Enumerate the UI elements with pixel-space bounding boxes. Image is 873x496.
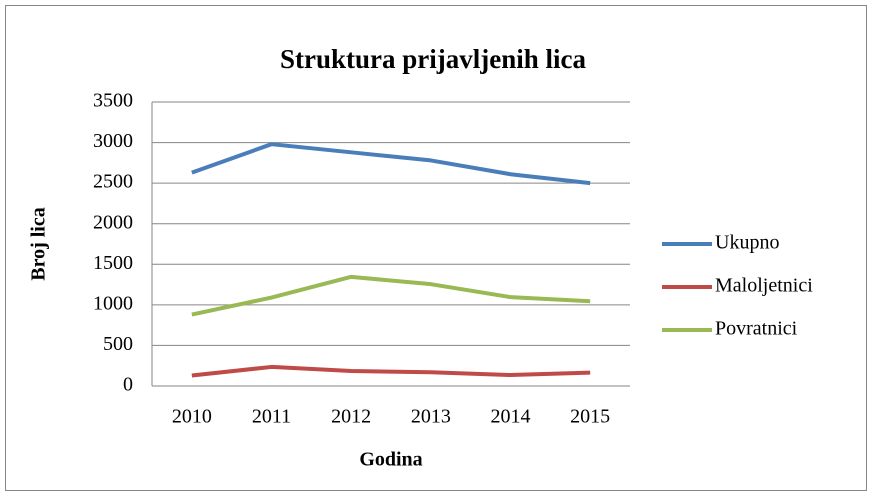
legend-label: Ukupno (715, 232, 779, 254)
x-tick-label: 2013 (411, 406, 451, 428)
y-axis-label: Broj lica (28, 207, 50, 281)
y-tick-label: 2500 (93, 171, 133, 193)
x-tick-label: 2015 (570, 406, 610, 428)
chart-border (5, 5, 867, 491)
legend-label: Maloljetnici (715, 275, 813, 297)
x-axis-label: Godina (359, 449, 422, 471)
chart-title: Struktura prijavljenih lica (280, 44, 587, 74)
y-tick-label: 500 (103, 333, 133, 355)
y-tick-label: 1500 (93, 252, 133, 274)
data-line (191, 364, 591, 378)
y-tick-label: 3000 (93, 130, 133, 152)
y-tick-label: 3500 (93, 90, 133, 112)
y-tick-label: 1000 (93, 292, 133, 314)
y-tick-label: 0 (123, 374, 133, 396)
x-tick-label: 2014 (491, 406, 531, 428)
legend-label: Povratnici (715, 318, 798, 340)
y-tick-label: 2000 (93, 211, 133, 233)
data-line (191, 274, 591, 317)
x-tick-label: 2012 (331, 406, 371, 428)
x-tick-label: 2011 (252, 406, 291, 428)
x-tick-label: 2010 (172, 406, 212, 428)
data-line (191, 142, 591, 186)
